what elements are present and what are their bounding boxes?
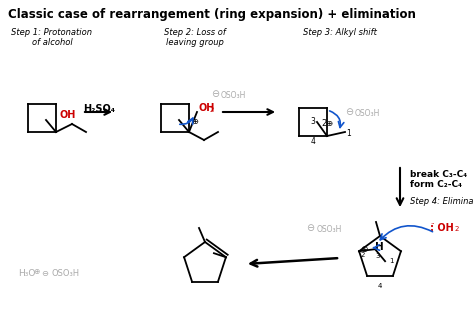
Text: Classic case of rearrangement (ring expansion) + elimination: Classic case of rearrangement (ring expa… [8,8,416,21]
Text: OSO₃H: OSO₃H [221,91,246,100]
Text: ⊕: ⊕ [33,268,39,277]
Text: 4: 4 [378,283,382,289]
Text: 4: 4 [310,138,315,147]
Text: Step 1: Protonation
of alcohol: Step 1: Protonation of alcohol [11,28,92,47]
Text: break C₃-C₄
form C₂-C₄: break C₃-C₄ form C₂-C₄ [410,170,467,189]
Text: OSO₃H: OSO₃H [355,109,380,118]
Text: H₂SO₄: H₂SO₄ [83,104,115,114]
Text: ⊖: ⊖ [306,223,314,233]
Text: ··: ·· [430,221,435,227]
Text: OSO₃H: OSO₃H [317,225,342,234]
Text: 1: 1 [346,130,351,139]
Text: 3: 3 [310,117,315,126]
Text: 3: 3 [376,253,380,259]
Text: ⊕: ⊕ [191,117,199,126]
Text: ⊖: ⊖ [42,269,48,278]
Text: ⊕: ⊕ [360,246,368,255]
Text: OH: OH [199,103,215,113]
Text: 2⊕: 2⊕ [322,119,334,129]
Text: H: H [375,242,383,252]
Text: OSO₃H: OSO₃H [52,269,80,278]
Text: Step 3: Alkyl shift: Step 3: Alkyl shift [303,28,377,37]
Text: : OH: : OH [430,223,454,233]
Text: OH: OH [60,110,76,120]
Text: Step 4: Elimination: Step 4: Elimination [410,197,474,206]
Text: ⊖: ⊖ [345,107,353,117]
Text: Step 2: Loss of
leaving group: Step 2: Loss of leaving group [164,28,226,47]
Text: 2: 2 [361,252,365,258]
Text: 2: 2 [455,226,459,232]
Text: 1: 1 [389,258,393,264]
Text: H₃O: H₃O [18,269,36,278]
Text: 2: 2 [210,107,214,113]
Text: ⊖: ⊖ [211,89,219,99]
